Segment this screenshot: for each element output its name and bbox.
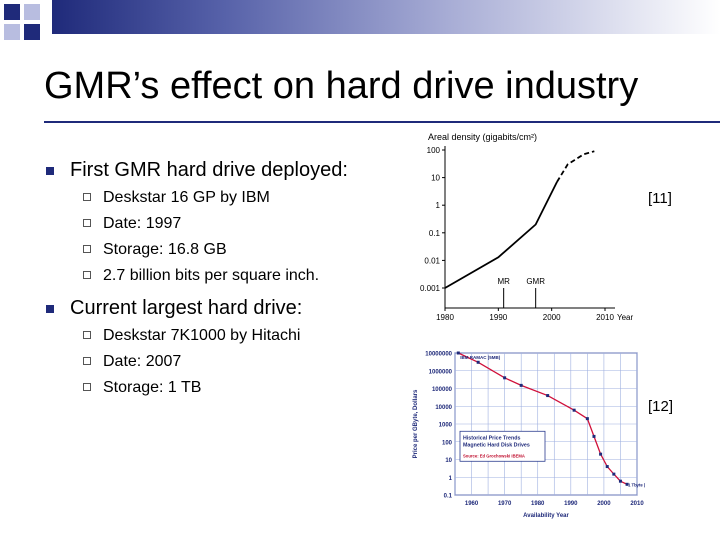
legend-box	[459, 430, 546, 462]
x-axis-label: Year	[617, 313, 634, 322]
x-tick-label: 1990	[564, 501, 578, 507]
data-point	[605, 465, 609, 469]
data-point	[519, 383, 523, 387]
reference-label: [12]	[648, 398, 674, 415]
hollow-square-icon	[83, 331, 91, 339]
data-point	[572, 408, 576, 412]
annotation-label: MR	[497, 277, 510, 286]
legend-title-line: Magnetic Hard Disk Drives	[463, 442, 530, 448]
x-tick-label: 1980	[436, 313, 454, 322]
sub-bullet-item: 2.7 billion bits per square inch.	[46, 266, 366, 286]
data-point	[625, 482, 629, 486]
decor-square	[4, 24, 20, 40]
legend-title-line: Historical Price Trends	[463, 435, 520, 441]
hollow-square-icon	[83, 383, 91, 391]
y-tick-label: 10000000	[425, 352, 452, 358]
y-tick-label: 1	[436, 201, 441, 210]
y-tick-label: 0.01	[424, 256, 440, 265]
y-tick-label: 0.001	[420, 284, 441, 293]
data-point	[546, 394, 550, 398]
y-tick-label: 0.1	[429, 229, 441, 238]
decor-square	[24, 24, 40, 40]
y-axis-label: Price per GByte, Dollars	[413, 389, 419, 458]
sub-bullet-text: Date: 1997	[103, 215, 182, 232]
bullet-item: First GMR hard drive deployed:	[46, 158, 366, 182]
hollow-square-icon	[83, 193, 91, 201]
data-point	[585, 417, 589, 421]
sub-bullet-text: Deskstar 7K1000 by Hitachi	[103, 327, 301, 344]
header-gradient-bar	[52, 0, 720, 34]
x-tick-label: 1990	[489, 313, 507, 322]
x-tick-label: 1970	[498, 501, 512, 507]
y-tick-label: 10	[445, 458, 452, 464]
y-tick-label: 100000	[432, 387, 453, 393]
price-trend-chart: 10000000 1000000 100000 10000 1000 100 10 1 0.1 1…	[413, 351, 645, 519]
data-point	[599, 452, 603, 456]
sub-bullet-text: Date: 2007	[103, 353, 182, 370]
bullet-square-icon	[46, 305, 54, 313]
y-tick-label: 100	[427, 146, 441, 155]
x-tick-label: 2000	[597, 501, 611, 507]
sub-bullet-text: Storage: 1 TB	[103, 379, 202, 396]
x-axis-label: Availability Year	[523, 513, 569, 519]
sub-bullet-item: Storage: 16.8 GB	[46, 240, 366, 260]
data-point	[612, 472, 616, 476]
data-point	[476, 360, 480, 364]
bullet-text: First GMR hard drive deployed:	[70, 159, 348, 181]
data-point	[592, 434, 596, 438]
sub-bullet-text: Storage: 16.8 GB	[103, 241, 227, 258]
y-tick-label: 1	[449, 476, 453, 482]
sub-bullet-item: Deskstar 16 GP by IBM	[46, 188, 366, 208]
series-line	[444, 181, 558, 289]
sub-bullet-item: Storage: 1 TB	[46, 378, 366, 398]
data-point	[618, 479, 622, 483]
sub-bullet-item: Date: 2007	[46, 352, 366, 372]
x-tick-label: 1980	[531, 501, 545, 507]
y-tick-label: 10000	[435, 405, 452, 411]
bullet-square-icon	[46, 167, 54, 175]
hollow-square-icon	[83, 219, 91, 227]
sub-bullet-text: Deskstar 16 GP by IBM	[103, 189, 270, 206]
y-tick-label: 1000000	[429, 369, 453, 375]
y-tick-label: 10	[431, 174, 440, 183]
areal-density-chart: Areal density (gigabits/cm²) 100 10 1 0.1 0.0…	[420, 132, 634, 322]
slide-title: GMR’s effect on hard drive industry	[44, 65, 639, 107]
hollow-square-icon	[83, 271, 91, 279]
sub-bullet-item: Date: 1997	[46, 214, 366, 234]
decor-square	[4, 4, 20, 20]
hollow-square-icon	[83, 245, 91, 253]
hollow-square-icon	[83, 357, 91, 365]
annotation-label: GMR	[526, 277, 545, 286]
y-tick-label: 0.1	[444, 494, 453, 500]
chart-title: Areal density (gigabits/cm²)	[428, 132, 537, 142]
sub-bullet-text: 2.7 billion bits per square inch.	[103, 267, 320, 284]
x-tick-label: 2010	[630, 501, 644, 507]
annotation-label: 1 Tbyte (estimate)	[628, 482, 645, 487]
legend-source: Source: Ed Grochowski IBEMA	[463, 453, 525, 458]
title-divider	[44, 121, 720, 123]
annotation-label: IBM RAMAC (5MB)	[460, 355, 500, 360]
data-point	[456, 351, 460, 355]
x-tick-label: 1960	[465, 501, 479, 507]
reference-label: [11]	[648, 190, 672, 207]
y-tick-label: 1000	[439, 423, 453, 429]
x-tick-label: 2010	[596, 313, 614, 322]
bullet-item: Current largest hard drive:	[46, 296, 366, 320]
x-tick-label: 2000	[543, 313, 561, 322]
bullet-text: Current largest hard drive:	[70, 297, 303, 319]
sub-bullet-item: Deskstar 7K1000 by Hitachi	[46, 326, 366, 346]
data-point	[503, 376, 507, 380]
series-line	[556, 150, 595, 183]
y-tick-label: 100	[442, 440, 453, 446]
decor-square	[24, 4, 40, 20]
bullet-list: First GMR hard drive deployed: Deskstar …	[46, 158, 366, 404]
